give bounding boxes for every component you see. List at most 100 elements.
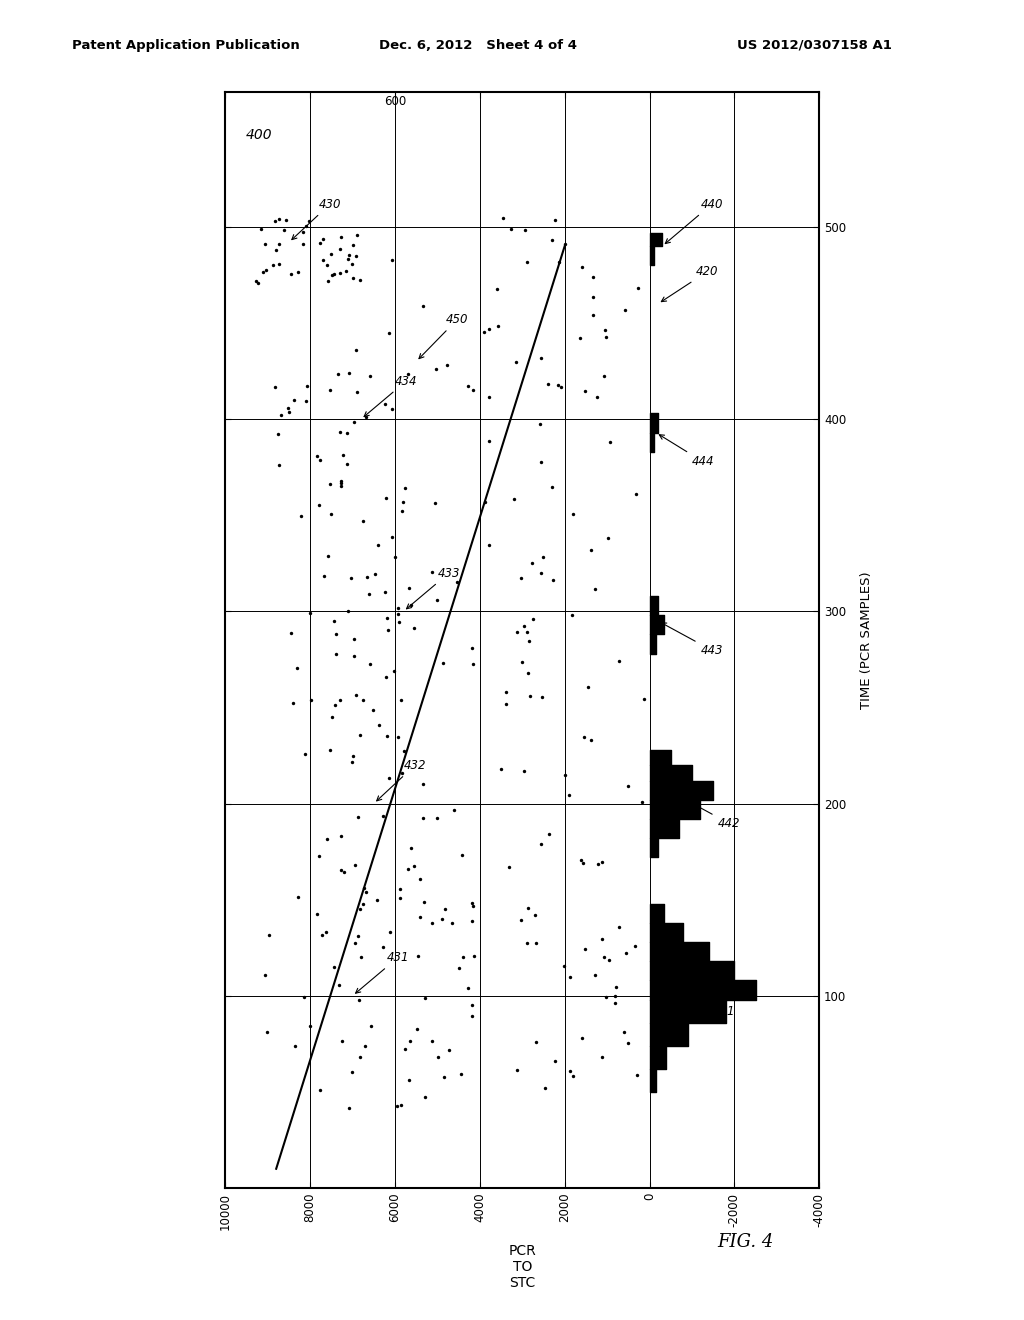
Point [345,268,361,289]
Point [606,993,623,1014]
Point [465,380,481,401]
Point [281,401,297,422]
Point [345,746,361,767]
Point [557,764,573,785]
Point [314,228,331,249]
Point [477,491,494,512]
Point [343,568,359,589]
Point [574,853,591,874]
Point [278,209,294,230]
Point [527,904,544,925]
Point [338,260,354,281]
Text: FIG. 4: FIG. 4 [717,1233,773,1251]
Point [503,218,519,239]
Point [366,700,382,721]
Point [520,663,537,684]
Point [401,1030,418,1051]
Point [524,552,541,573]
Point [346,645,362,667]
Point [285,692,301,713]
Point [634,792,650,813]
Point [590,853,606,874]
Point [616,300,633,321]
Text: 442: 442 [679,796,740,830]
Point [627,936,643,957]
Point [516,615,532,636]
Point [361,583,378,605]
Point [389,1096,406,1117]
Point [396,478,413,499]
Point [346,412,362,433]
Point [455,946,471,968]
Point [384,527,400,548]
Point [333,227,349,248]
Point [445,800,462,821]
Point [607,977,624,998]
Point [259,1022,275,1043]
Point [429,589,445,610]
Point [389,605,406,626]
Point [293,506,309,527]
Point [322,739,338,760]
Point [308,445,325,466]
Point [600,528,616,549]
Point [427,358,443,379]
Point [347,932,364,953]
Point [584,730,600,751]
Point [573,1027,590,1048]
Point [544,230,560,251]
Point [435,1067,452,1088]
Point [378,487,394,508]
Point [343,751,359,772]
Text: Patent Application Publication: Patent Application Publication [72,38,299,51]
Point [298,215,314,236]
Point [410,945,426,966]
Point [537,1077,553,1098]
Point [384,399,400,420]
Text: 441: 441 [674,982,735,1018]
Point [352,899,369,920]
Point [346,628,362,649]
Point [594,1045,610,1067]
Point [286,389,302,411]
Point [283,264,299,285]
Point [620,775,636,796]
Point [615,1022,632,1043]
Point [256,965,272,986]
Point [534,562,550,583]
Point [319,271,336,292]
Point [553,376,569,397]
Point [412,869,428,890]
Point [393,1094,410,1115]
Point [585,286,601,308]
Point [323,243,339,264]
Point [517,219,534,240]
Point [427,492,443,513]
Point [352,269,369,290]
Point [354,511,371,532]
Point [519,933,536,954]
Point [351,1047,368,1068]
Point [551,251,567,272]
Point [327,694,343,715]
Point [384,249,400,271]
Point [585,267,601,288]
Point [390,597,407,618]
Point [424,912,440,933]
Point [597,326,613,347]
Point [437,899,454,920]
Point [341,244,357,265]
Point [465,653,481,675]
Point [547,210,563,231]
Point [345,234,361,255]
Text: US 2012/0307158 A1: US 2012/0307158 A1 [737,38,892,51]
Point [416,891,432,912]
Text: 420: 420 [662,265,719,302]
Point [547,1051,563,1072]
Point [513,568,529,589]
Point [280,397,296,418]
Point [465,895,481,916]
Point [351,725,368,746]
Point [611,916,628,937]
Point [250,273,266,294]
